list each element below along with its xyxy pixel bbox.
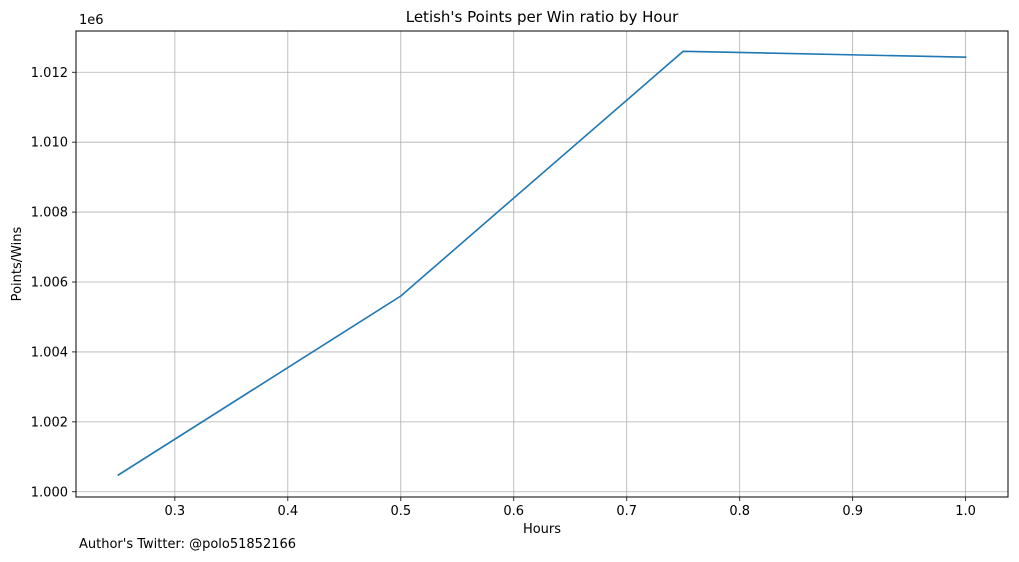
- y-tick-label: 1.000: [31, 485, 68, 500]
- x-axis-ticks: 0.3 0.4 0.5 0.6 0.7 0.8 0.9 1.0: [165, 497, 976, 519]
- x-axis-label: Hours: [523, 522, 561, 537]
- x-tick-label: 0.9: [842, 504, 863, 519]
- x-tick-label: 1.0: [955, 504, 976, 519]
- x-tick-label: 0.6: [503, 504, 524, 519]
- y-tick-label: 1.008: [31, 206, 68, 221]
- series-line: [117, 50, 967, 477]
- y-tick-label: 1.006: [31, 276, 68, 291]
- y-tick-label: 1.002: [31, 415, 68, 430]
- x-tick-label: 0.8: [729, 504, 750, 519]
- x-tick-label: 0.7: [616, 504, 637, 519]
- grid: [76, 31, 1008, 497]
- x-tick-label: 0.3: [165, 504, 186, 519]
- author-twitter-note: Author's Twitter: @polo51852166: [79, 537, 297, 552]
- y-axis-offset-text: 1e6: [79, 13, 104, 28]
- y-axis-ticks: 1.000 1.002 1.004 1.006 1.008 1.010 1.012: [31, 66, 76, 500]
- chart-title: Letish's Points per Win ratio by Hour: [406, 8, 679, 26]
- series-layer: [117, 50, 967, 477]
- x-tick-label: 0.4: [277, 504, 298, 519]
- y-tick-label: 1.010: [31, 136, 68, 151]
- axes-frame: [75, 30, 1009, 498]
- y-tick-label: 1.012: [31, 66, 68, 81]
- x-tick-label: 0.5: [390, 504, 411, 519]
- y-tick-label: 1.004: [31, 345, 68, 360]
- y-axis-label: Points/Wins: [10, 226, 25, 301]
